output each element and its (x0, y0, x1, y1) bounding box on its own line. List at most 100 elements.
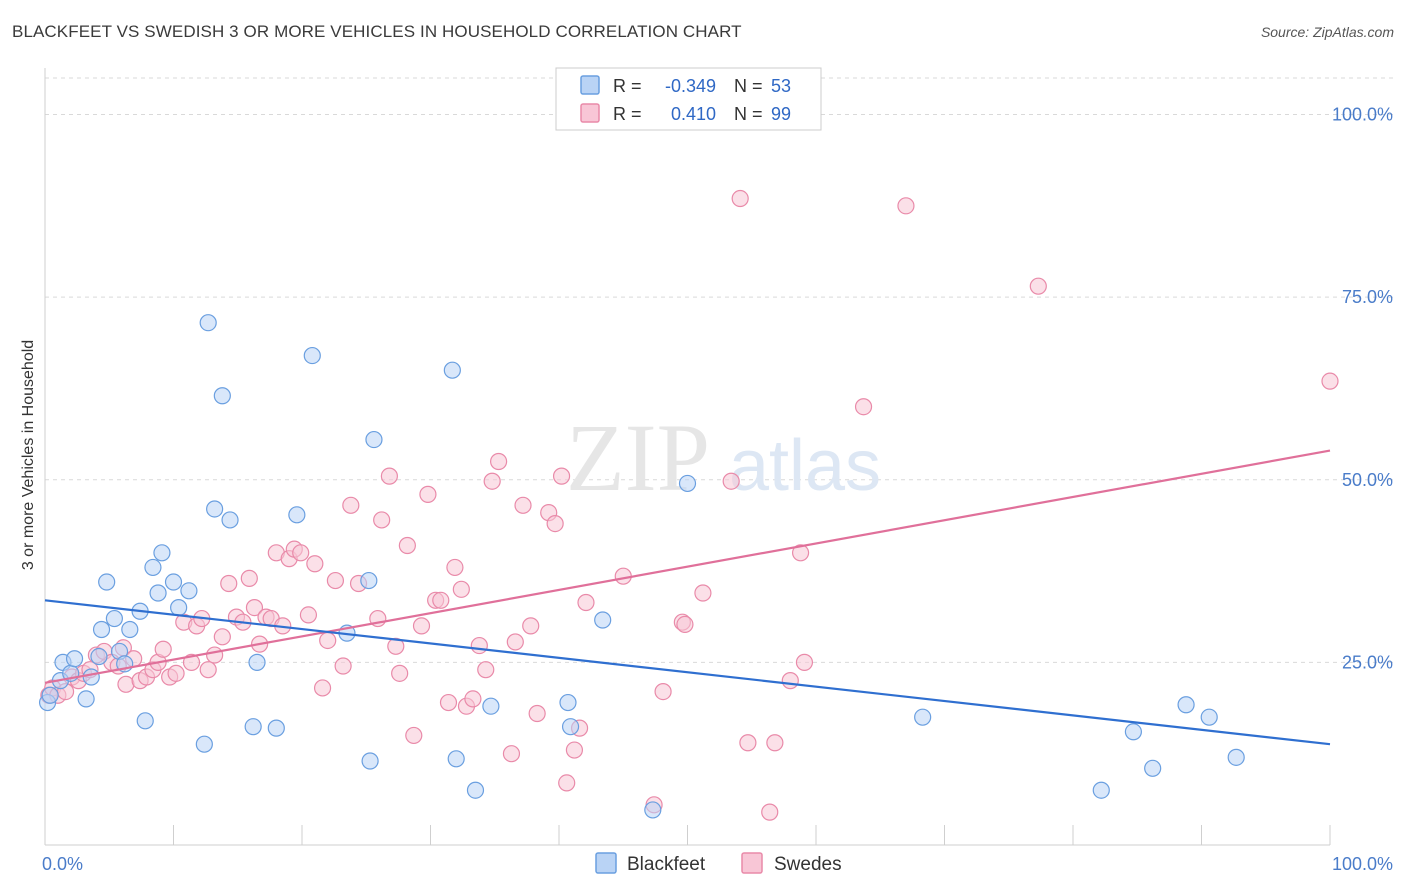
swedes-point (676, 615, 694, 633)
legend-swatch-blackfeet (580, 75, 600, 95)
stats-legend-box (555, 67, 822, 131)
blackfeet-point (105, 609, 123, 628)
blackfeet-point (360, 571, 378, 590)
swedes-point (387, 637, 405, 655)
swedes-point (419, 485, 437, 503)
blackfeet-point (144, 558, 162, 577)
swedes-point (292, 544, 310, 562)
swedes-point (483, 472, 501, 490)
bottom-legend-swatch-swedes (741, 852, 763, 874)
chart-title: BLACKFEET VS SWEDISH 3 OR MORE VEHICLES … (12, 22, 742, 41)
swedes-point (502, 745, 521, 763)
blackfeet-point (92, 620, 111, 639)
swedes-point (506, 633, 524, 651)
swedes-point (528, 704, 546, 723)
blackfeet-point (149, 584, 167, 602)
swedes-point (299, 606, 318, 624)
swedes-point (897, 197, 915, 215)
bottom-legend-label-blackfeet: Blackfeet (627, 854, 706, 875)
swedes-point (380, 467, 398, 485)
swedes-point (766, 734, 784, 752)
swedes-point (245, 598, 264, 617)
swedes-point (405, 726, 423, 745)
bottom-legend-swatch-blackfeet (595, 852, 617, 874)
blackfeet-point (267, 719, 285, 737)
blackfeet-point (303, 346, 321, 365)
blackfeet-point (82, 668, 100, 686)
swedes-point (452, 580, 470, 598)
blackfeet-point (561, 718, 580, 736)
trend-lines (44, 449, 1331, 746)
y-tick-label: 50.0% (1342, 470, 1393, 490)
swedes-point (514, 496, 532, 514)
legend-n-value-swedes: 99 (771, 104, 791, 124)
swedes-point (761, 803, 779, 821)
swedes-point (199, 661, 217, 679)
swedes-point (213, 628, 231, 646)
blackfeet-point (136, 712, 154, 730)
swedes-point (795, 653, 814, 671)
swedes-point (490, 452, 508, 471)
blackfeet-point (1200, 708, 1218, 726)
blackfeet-point (164, 573, 183, 591)
y-tick-label: 25.0% (1342, 652, 1393, 672)
legend-n-label-swedes: N = (734, 104, 763, 124)
swedes-point (477, 661, 495, 679)
blackfeet-point (98, 573, 116, 591)
legend-swatch-swedes (580, 103, 600, 123)
swedes-trend-line (44, 449, 1331, 684)
blackfeet-point (170, 598, 188, 617)
swedes-point (319, 631, 337, 650)
blackfeet-point (482, 697, 500, 715)
swedes-point (412, 617, 431, 635)
swedes-point (552, 467, 571, 485)
blackfeet-point (153, 544, 171, 562)
swedes-point (1029, 277, 1047, 295)
swedes-point (117, 675, 135, 693)
blackfeet-point (206, 500, 224, 518)
blackfeet-point (1144, 759, 1162, 777)
swedes-point (373, 511, 391, 529)
swedes-point (854, 398, 873, 416)
swedes-point (154, 640, 172, 658)
blackfeet-point (288, 506, 306, 524)
legend-r-label-swedes: R = (613, 104, 642, 124)
blackfeet-point (248, 653, 266, 671)
blackfeet-point (121, 620, 139, 639)
blackfeet-point (1177, 696, 1195, 714)
y-axis-label: 3 or more Vehicles in Household (20, 340, 37, 570)
blackfeet-point (1092, 781, 1110, 799)
blackfeet-point (65, 650, 84, 668)
legend-r-label-blackfeet: R = (613, 76, 642, 96)
blackfeet-point (644, 801, 662, 819)
watermark-zip: ZIP (566, 404, 710, 511)
legend-n-label-blackfeet: N = (734, 76, 763, 96)
swedes-point (558, 774, 576, 792)
blackfeet-point (199, 314, 217, 332)
swedes-point (791, 544, 810, 562)
swedes-point (391, 664, 409, 682)
swedes-point (464, 690, 482, 708)
blackfeet-point (466, 781, 485, 799)
bottom-legend-label-swedes: Swedes (774, 854, 842, 875)
blackfeet-point (41, 686, 59, 704)
swedes-point (565, 741, 584, 759)
y-tick-label: 75.0% (1342, 287, 1393, 307)
swedes-point (240, 569, 258, 587)
swedes-point (577, 593, 595, 612)
legend-n-value-blackfeet: 53 (771, 76, 791, 96)
blackfeet-point (1124, 723, 1142, 741)
swedes-point (167, 664, 185, 682)
blackfeet-point (365, 430, 383, 449)
source-credit: Source: ZipAtlas.com (1260, 24, 1394, 40)
swedes-point (313, 679, 332, 697)
legend-r-value-blackfeet: -0.349 (665, 76, 716, 96)
swedes-point (694, 584, 712, 602)
blackfeet-point (180, 582, 198, 600)
blackfeet-point (559, 693, 577, 712)
swedes-point (1321, 372, 1339, 390)
blackfeet-point (221, 511, 239, 529)
x-tick-label: 100.0% (1332, 854, 1393, 874)
swedes-point (326, 571, 345, 590)
